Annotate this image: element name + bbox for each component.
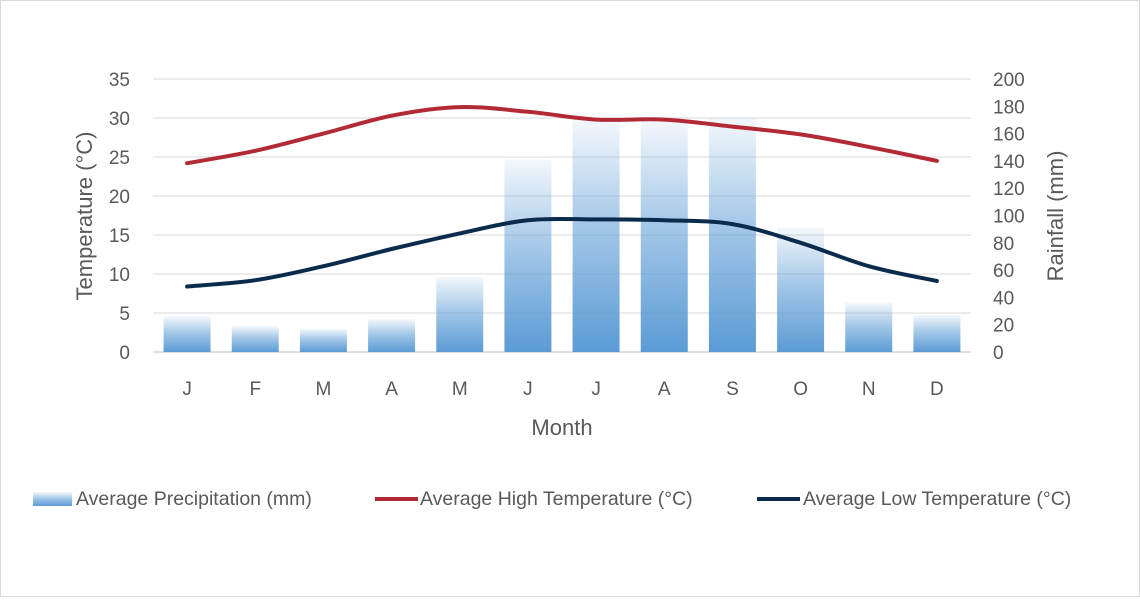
legend-label-high-temperature: Average High Temperature (°C) [420,488,693,510]
precipitation-bar [299,328,347,352]
legend-item-precipitation: Average Precipitation (mm) [33,488,312,510]
right-tick-label: 120 [993,179,1025,200]
left-tick-label: 15 [109,226,130,247]
legend-label-low-temperature: Average Low Temperature (°C) [803,488,1071,510]
x-tick-label: A [658,379,671,400]
x-tick-label: J [591,379,601,400]
x-tick-label: O [793,379,808,400]
x-tick-label: D [930,379,944,400]
precipitation-bars [163,117,961,352]
precipitation-bar [708,117,756,352]
right-tick-label: 180 [993,97,1025,118]
precipitation-bar [368,319,416,352]
left-tick-label: 10 [109,265,130,286]
left-tick-label: 5 [119,304,130,325]
x-tick-label: J [182,379,192,400]
precipitation-bar [163,316,211,352]
legend: Average Precipitation (mm) Average High … [33,488,1071,510]
x-axis-title: Month [531,415,592,440]
right-tick-label: 100 [993,207,1025,228]
left-tick-label: 25 [109,148,130,169]
legend-item-low-temperature: Average Low Temperature (°C) [757,488,1071,510]
right-tick-label: 200 [993,70,1025,91]
precipitation-bar [845,302,893,352]
left-axis-tick-labels: 0 5 10 15 20 25 30 35 [109,70,130,364]
right-tick-label: 160 [993,125,1025,146]
right-axis-tick-labels: 0 20 40 60 80 100 120 140 160 180 200 [993,70,1025,364]
left-tick-label: 20 [109,187,130,208]
legend-item-high-temperature: Average High Temperature (°C) [375,488,693,510]
x-tick-label: S [726,379,739,400]
left-tick-label: 0 [119,343,130,364]
x-tick-label: J [523,379,533,400]
right-tick-label: 60 [993,261,1014,282]
right-tick-label: 40 [993,288,1014,309]
precipitation-bar [436,276,484,352]
right-tick-label: 20 [993,316,1014,337]
legend-swatch-precipitation [33,492,72,506]
x-tick-label: F [249,379,261,400]
right-tick-label: 80 [993,234,1014,255]
right-axis-title: Rainfall (mm) [1043,151,1068,282]
left-tick-label: 35 [109,70,130,91]
precipitation-bar [231,326,279,352]
temperature-lines [185,105,939,289]
x-tick-label: N [862,379,876,400]
precipitation-bar [504,159,552,352]
precipitation-bar [640,119,688,352]
right-tick-label: 0 [993,343,1004,364]
left-tick-label: 30 [109,109,130,130]
low-temperature-line [185,216,939,289]
legend-label-precipitation: Average Precipitation (mm) [76,488,312,510]
x-tick-label: A [385,379,398,400]
precipitation-bar [572,119,620,352]
high-temperature-line [185,105,939,166]
right-tick-label: 140 [993,152,1025,173]
precipitation-bar [913,315,961,352]
x-tick-label: M [452,379,468,400]
left-axis-title: Temperature (°C) [72,132,97,301]
x-tick-label: M [316,379,332,400]
